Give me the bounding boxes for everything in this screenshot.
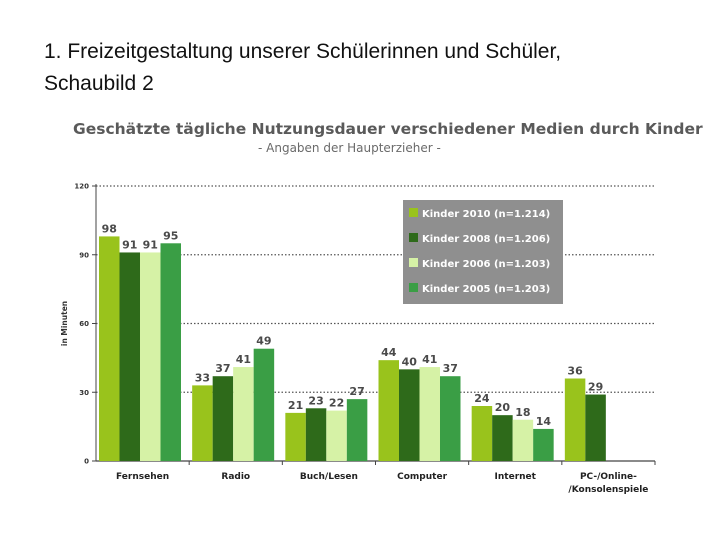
bar bbox=[253, 348, 275, 461]
data-label: 14 bbox=[536, 415, 552, 428]
slide-title: 1. Freizeitgestaltung unserer Schülerinn… bbox=[44, 36, 694, 100]
bar bbox=[585, 394, 606, 461]
bar bbox=[192, 385, 213, 461]
bar bbox=[119, 252, 140, 461]
data-label: 29 bbox=[588, 381, 603, 394]
y-tick-label: 0 bbox=[84, 458, 89, 466]
data-label: 20 bbox=[495, 401, 511, 414]
bar bbox=[212, 376, 234, 461]
data-label: 91 bbox=[122, 238, 137, 251]
x-category-label: PC-/Online- bbox=[580, 472, 637, 482]
data-label: 37 bbox=[215, 362, 230, 375]
data-label: 22 bbox=[329, 397, 344, 410]
bar bbox=[512, 419, 534, 461]
data-label: 27 bbox=[349, 385, 364, 398]
legend-entry: Kinder 2006 (n=1.203) bbox=[422, 259, 550, 270]
chart-title: Geschätzte tägliche Nutzungsdauer versch… bbox=[73, 120, 703, 138]
data-label: 21 bbox=[288, 399, 303, 412]
data-label: 98 bbox=[102, 222, 117, 235]
legend-box bbox=[403, 200, 563, 304]
legend-swatch bbox=[409, 208, 418, 217]
bar bbox=[564, 378, 586, 461]
data-label: 41 bbox=[236, 353, 251, 366]
bar bbox=[160, 243, 181, 461]
data-label: 41 bbox=[422, 353, 437, 366]
chart-axes: 0 30 60 90 120 in Minuten bbox=[60, 183, 656, 466]
chart-subtitle: - Angaben der Haupterzieher - bbox=[258, 141, 441, 155]
bar bbox=[440, 376, 461, 461]
y-tick-label: 60 bbox=[79, 320, 89, 328]
chart-bars bbox=[99, 236, 606, 461]
data-label: 18 bbox=[515, 406, 530, 419]
data-label: 23 bbox=[308, 394, 323, 407]
data-label: 49 bbox=[256, 335, 271, 348]
legend-entry: Kinder 2010 (n=1.214) bbox=[422, 209, 550, 220]
x-category-label: Internet bbox=[495, 472, 537, 482]
x-category-label: Fernsehen bbox=[116, 472, 169, 482]
legend-swatch bbox=[409, 283, 418, 292]
legend-entry: Kinder 2005 (n=1.203) bbox=[422, 284, 550, 295]
bar bbox=[399, 369, 420, 461]
data-label: 37 bbox=[443, 362, 458, 375]
data-label: 91 bbox=[143, 238, 158, 251]
chart-legend: Kinder 2010 (n=1.214) Kinder 2008 (n=1.20… bbox=[403, 200, 563, 304]
chart-data-labels: 98 91 91 95 33 37 41 49 21 23 22 27 44 40 41 37 24 20 18 14… bbox=[102, 222, 604, 427]
y-tick-label: 120 bbox=[74, 183, 89, 191]
y-tick-label: 90 bbox=[79, 251, 89, 259]
bar bbox=[419, 367, 440, 461]
bar bbox=[533, 428, 554, 461]
slide-title-line-1: 1. Freizeitgestaltung unserer Schülerinn… bbox=[44, 40, 562, 63]
x-category-label: Buch/Lesen bbox=[300, 472, 358, 482]
chart-category-labels: Fernsehen Radio Buch/Lesen Computer Internet… bbox=[116, 472, 648, 495]
legend-entry: Kinder 2008 (n=1.206) bbox=[422, 234, 550, 245]
data-label: 33 bbox=[195, 371, 210, 384]
data-label: 40 bbox=[402, 355, 418, 368]
bar bbox=[305, 408, 327, 461]
legend-swatch bbox=[409, 233, 418, 242]
bar bbox=[492, 415, 513, 461]
bar bbox=[471, 406, 493, 461]
x-category-label: Computer bbox=[397, 472, 447, 482]
y-axis-label: in Minuten bbox=[60, 301, 69, 346]
slide-title-line-2: Schaubild 2 bbox=[44, 72, 154, 95]
bar bbox=[378, 360, 399, 461]
bar bbox=[346, 399, 368, 461]
data-label: 95 bbox=[163, 229, 178, 242]
bar bbox=[140, 252, 161, 461]
x-category-label: Radio bbox=[221, 472, 250, 482]
bar bbox=[99, 236, 120, 461]
data-label: 24 bbox=[474, 392, 490, 405]
x-category-label: /Konsolenspiele bbox=[568, 485, 648, 495]
data-label: 36 bbox=[567, 365, 583, 378]
legend-swatch bbox=[409, 258, 418, 267]
data-label: 44 bbox=[381, 346, 397, 359]
bar bbox=[326, 410, 347, 461]
y-tick-label: 30 bbox=[79, 389, 89, 397]
bar bbox=[285, 412, 306, 461]
bar bbox=[233, 367, 254, 461]
